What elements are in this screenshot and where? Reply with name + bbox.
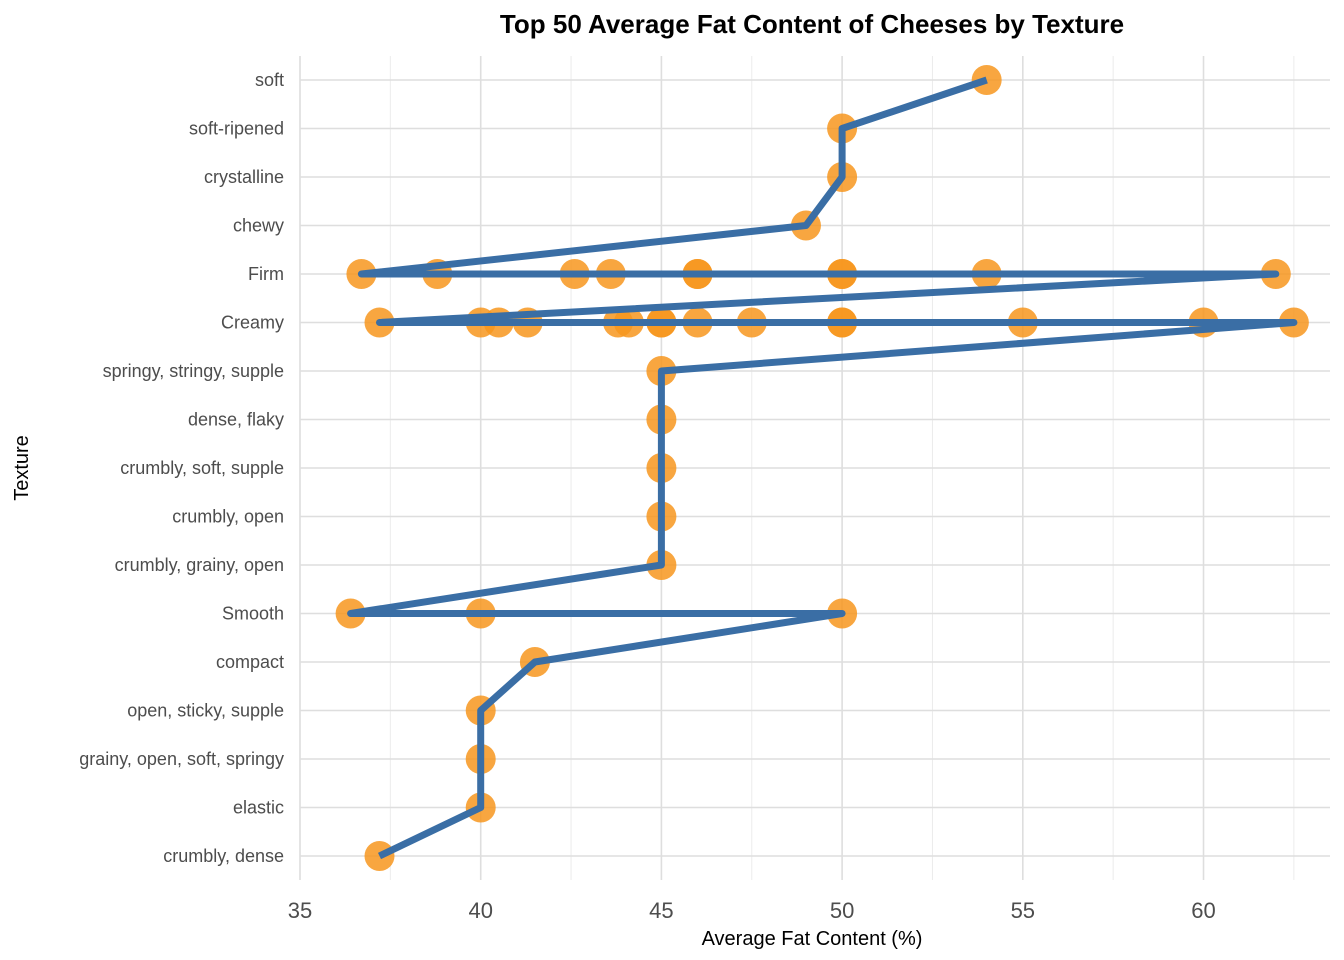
y-tick-label: elastic (233, 798, 284, 818)
major-gridlines (299, 56, 1330, 880)
x-tick-labels: 35 40 45 50 55 60 (288, 898, 1216, 923)
x-tick-label: 60 (1191, 898, 1215, 923)
x-tick-label: 40 (468, 898, 492, 923)
series-line-layer (347, 76, 1298, 860)
y-tick-label: soft (255, 70, 284, 90)
y-tick-label: crumbly, soft, supple (120, 458, 284, 478)
y-tick-label: crystalline (204, 167, 284, 187)
x-tick-label: 45 (649, 898, 673, 923)
x-tick-label: 35 (288, 898, 312, 923)
x-axis-label: Average Fat Content (%) (702, 928, 923, 950)
y-tick-label: Creamy (221, 313, 284, 333)
y-tick-label: crumbly, grainy, open (115, 555, 284, 575)
x-tick-label: 55 (1011, 898, 1035, 923)
chart-title: Top 50 Average Fat Content of Cheeses by… (500, 9, 1124, 39)
y-tick-label: soft-ripened (189, 119, 284, 139)
y-tick-label: open, sticky, supple (127, 701, 284, 721)
y-tick-label: grainy, open, soft, springy (79, 749, 284, 769)
y-tick-label: springy, stringy, supple (103, 361, 284, 381)
y-tick-labels: soft soft-ripened crystalline chewy Firm Crea… (79, 70, 284, 866)
y-tick-label: compact (216, 652, 284, 672)
y-tick-label: crumbly, dense (163, 846, 284, 866)
y-tick-label: crumbly, open (172, 507, 284, 527)
y-tick-label: dense, flaky (188, 410, 284, 430)
y-tick-label: chewy (233, 216, 284, 236)
y-axis-label: Texture (11, 435, 33, 501)
y-tick-label: Smooth (222, 604, 284, 624)
x-tick-label: 50 (830, 898, 854, 923)
series-line (347, 76, 1298, 860)
y-tick-label: Firm (248, 264, 284, 284)
